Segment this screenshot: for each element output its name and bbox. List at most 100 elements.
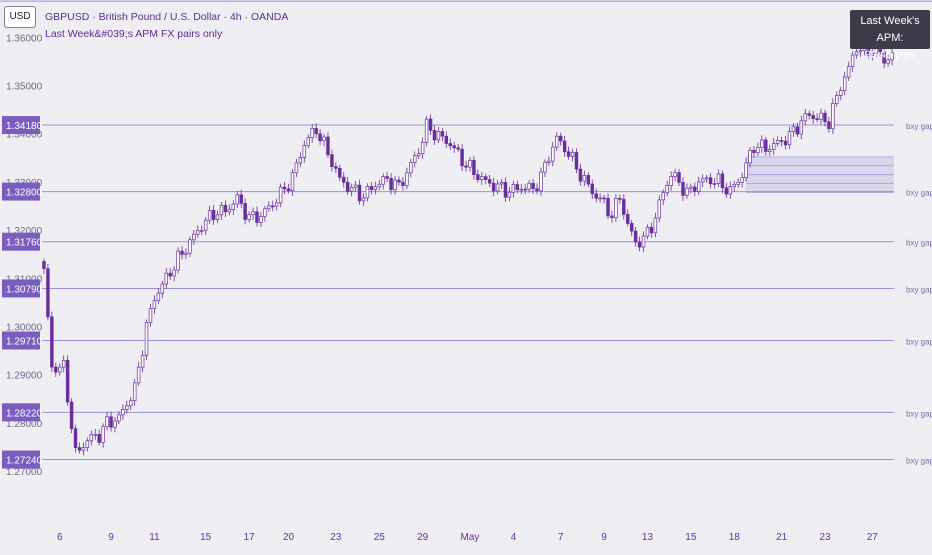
candle-body xyxy=(499,182,504,185)
x-tick-label: 25 xyxy=(374,532,386,543)
candle-body xyxy=(326,136,330,156)
candle-body xyxy=(756,147,760,154)
candle-body xyxy=(385,176,389,179)
candle-body xyxy=(101,426,105,443)
level-gap-tag: bxy gap xyxy=(906,285,932,294)
candle-body xyxy=(539,171,543,192)
candle-body xyxy=(736,181,740,185)
candle-body xyxy=(637,241,642,248)
candle-body xyxy=(282,186,287,190)
x-tick-label: 21 xyxy=(776,532,788,543)
candle-body xyxy=(558,135,563,142)
x-tick-label: 4 xyxy=(511,532,517,543)
candle-body xyxy=(54,366,58,373)
x-tick-label: 9 xyxy=(601,532,607,543)
candle-body xyxy=(582,175,587,182)
x-tick-label: 29 xyxy=(417,532,429,543)
candle-body xyxy=(771,143,776,150)
level-gap-tag: bxy gap xyxy=(906,239,932,248)
candle-body xyxy=(890,52,894,61)
candle-body xyxy=(681,181,685,196)
level-price-label: 1.34180 xyxy=(6,121,43,132)
candle-body xyxy=(693,186,697,192)
candle-body xyxy=(858,50,863,53)
candle-body xyxy=(476,174,480,181)
candle-body xyxy=(870,52,875,56)
candle-body xyxy=(665,185,669,194)
level-gap-tag: bxy gap xyxy=(906,457,932,466)
candle-body xyxy=(748,149,752,164)
candle-body xyxy=(334,166,338,169)
candle-body xyxy=(353,184,358,188)
candle-body xyxy=(547,160,551,163)
x-tick-label: 20 xyxy=(283,532,295,543)
candle-body xyxy=(259,216,263,223)
candle-body xyxy=(527,182,531,190)
candle-body xyxy=(480,176,484,181)
x-tick-label: 13 xyxy=(642,532,654,543)
level-price-label: 1.28220 xyxy=(6,408,43,419)
candle-body xyxy=(768,149,772,152)
candle-body xyxy=(598,197,602,200)
candle-body xyxy=(89,434,94,442)
candle-body xyxy=(555,135,559,148)
candle-body xyxy=(73,428,78,449)
candle-body xyxy=(764,139,768,152)
candle-body xyxy=(618,197,622,200)
level-price-tag xyxy=(2,232,40,251)
x-tick-label: 15 xyxy=(685,532,697,543)
candle-body xyxy=(677,172,681,183)
candle-body xyxy=(310,128,314,138)
candle-body xyxy=(716,173,721,184)
candle-body xyxy=(610,215,614,219)
candle-body xyxy=(302,145,307,158)
candle-body xyxy=(424,118,429,143)
candle-body xyxy=(803,113,807,122)
candle-body xyxy=(531,182,535,190)
candle-body xyxy=(227,209,232,213)
candle-body xyxy=(349,186,354,192)
candle-body xyxy=(203,219,208,231)
currency-badge[interactable]: USD xyxy=(4,6,36,28)
candle-body xyxy=(215,214,220,220)
candle-body xyxy=(586,175,591,185)
candle-body xyxy=(393,179,397,191)
candle-body xyxy=(432,130,437,141)
candle-body xyxy=(93,433,97,436)
candle-body xyxy=(740,177,744,183)
candle-body xyxy=(551,146,555,162)
candle-body xyxy=(196,230,200,235)
x-tick-label: 17 xyxy=(244,532,256,543)
candle-body xyxy=(377,183,381,188)
candle-body xyxy=(192,233,196,241)
candle-body xyxy=(460,148,464,167)
candle-body xyxy=(160,283,165,294)
candle-body xyxy=(562,140,567,153)
candle-body xyxy=(704,177,709,180)
candle-body xyxy=(338,168,342,178)
level-gap-tag: bxy gap xyxy=(906,409,932,418)
candle-body xyxy=(369,186,374,190)
candle-body xyxy=(184,252,188,255)
candle-body xyxy=(511,184,516,193)
candle-body xyxy=(420,141,425,154)
candle-body xyxy=(61,360,66,368)
candle-body xyxy=(633,230,638,243)
candle-body xyxy=(645,226,650,237)
candle-body xyxy=(846,66,851,78)
candle-body xyxy=(235,194,239,205)
level-price-tag xyxy=(2,182,40,201)
candle-body xyxy=(46,268,50,318)
candle-body xyxy=(649,226,654,234)
candle-body xyxy=(69,401,74,430)
candle-body xyxy=(306,137,310,146)
candle-body xyxy=(274,202,279,207)
candle-body xyxy=(487,179,492,184)
candle-body xyxy=(413,155,417,163)
candle-body xyxy=(689,186,693,189)
candle-body xyxy=(255,211,259,223)
candle-body xyxy=(144,322,149,356)
candle-body xyxy=(787,131,792,146)
